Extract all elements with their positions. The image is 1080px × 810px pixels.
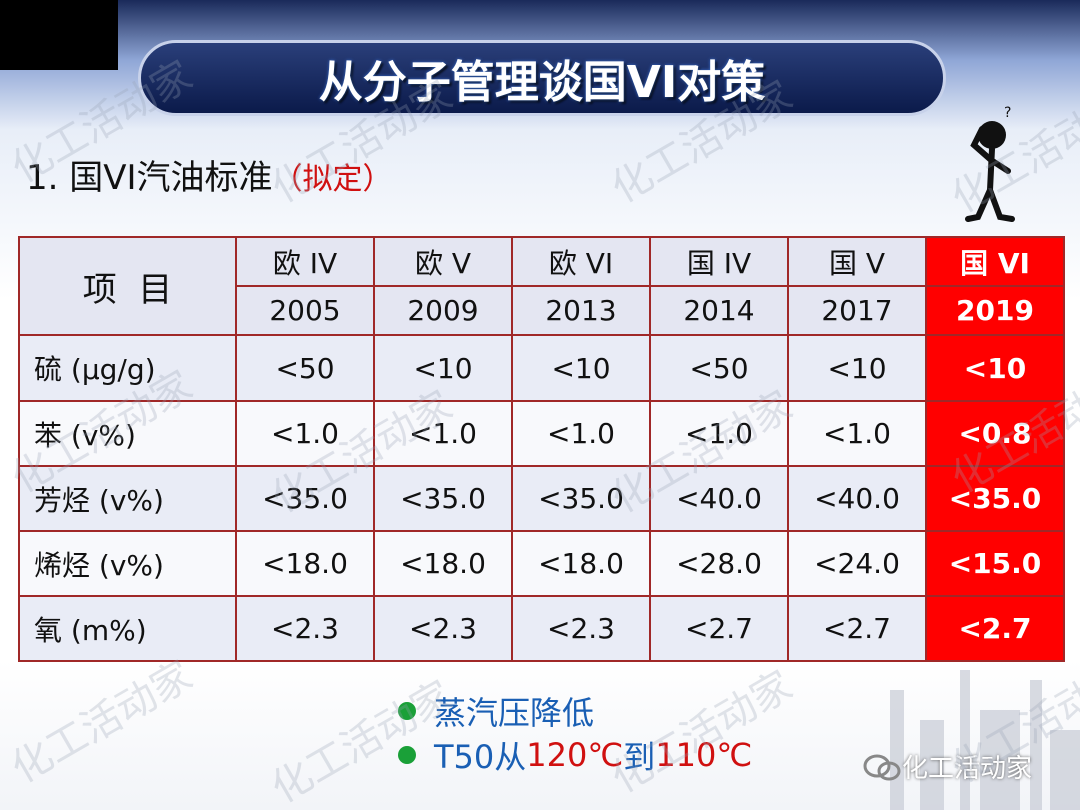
- subtitle-text: 1. 国VI汽油标准: [26, 158, 273, 198]
- bullet-dot: [398, 746, 416, 764]
- table-cell: <10: [511, 334, 651, 402]
- column-year: 2009: [373, 285, 513, 336]
- table-cell: <10: [373, 334, 513, 402]
- table-cell: <35.0: [235, 465, 375, 532]
- bullet-text: 蒸汽压降低: [434, 694, 595, 732]
- table-cell: <24.0: [787, 530, 927, 597]
- table-cell: <1.0: [373, 400, 513, 467]
- table-cell: <0.8: [925, 400, 1065, 467]
- table-cell: <10: [925, 334, 1065, 402]
- row-label: 苯 (v%): [18, 400, 237, 467]
- watermark: 化工活动家: [603, 662, 801, 803]
- bullet-text: 到: [623, 738, 656, 776]
- bullet: T50从 120℃ 到 110℃: [398, 732, 752, 778]
- row-label: 氧 (m%): [18, 595, 237, 662]
- table-cell: <35.0: [373, 465, 513, 532]
- logo-text: 化工活动家: [902, 754, 1033, 784]
- column-year: 2013: [511, 285, 651, 336]
- table-cell: <1.0: [649, 400, 789, 467]
- table-cell: <40.0: [787, 465, 927, 532]
- logo: 化工活动家: [862, 748, 1032, 785]
- bullet-text: T50从: [434, 738, 527, 776]
- column-year: 2014: [649, 285, 789, 336]
- row-label: 烯烃 (v%): [18, 530, 237, 597]
- bullet: 蒸汽压降低: [398, 688, 594, 734]
- table-cell: <18.0: [235, 530, 375, 597]
- table-cell: <18.0: [373, 530, 513, 597]
- table-cell: <2.7: [925, 595, 1065, 662]
- table-cell: <18.0: [511, 530, 651, 597]
- subtitle: 1. 国VI汽油标准（拟定）: [26, 150, 393, 199]
- table-cell: <2.7: [649, 595, 789, 662]
- column-year: 2017: [787, 285, 927, 336]
- column-name: 欧 IV: [235, 236, 375, 287]
- svg-text:?: ?: [1004, 105, 1011, 121]
- table-cell: <1.0: [511, 400, 651, 467]
- table-cell: <2.3: [511, 595, 651, 662]
- thinking-figure: ?: [965, 105, 1015, 222]
- table-cell: <15.0: [925, 530, 1065, 597]
- column-year: 2005: [235, 285, 375, 336]
- table-cell: <2.3: [235, 595, 375, 662]
- table-cell: <50: [235, 334, 375, 402]
- row-label: 硫 (μg/g): [18, 334, 237, 402]
- table-cell: <40.0: [649, 465, 789, 532]
- column-year: 2019: [925, 285, 1065, 336]
- table-cell: <2.7: [787, 595, 927, 662]
- column-name: 欧 VI: [511, 236, 651, 287]
- table-cell: <50: [649, 334, 789, 402]
- row-label: 芳烃 (v%): [18, 465, 237, 532]
- watermark: 化工活动家: [3, 652, 201, 793]
- corner-block: [0, 0, 118, 70]
- bullet-text: 110℃: [655, 736, 753, 774]
- refinery-image: [890, 670, 1080, 810]
- column-name: 国 V: [787, 236, 927, 287]
- column-name: 国 VI: [925, 236, 1065, 287]
- table-cell: <35.0: [511, 465, 651, 532]
- table-cell: <10: [787, 334, 927, 402]
- table-cell: <1.0: [235, 400, 375, 467]
- title: 从分子管理谈国VI对策: [318, 57, 766, 108]
- table-cell: <35.0: [925, 465, 1065, 532]
- logo-icon: [863, 754, 901, 780]
- column-name: 国 IV: [649, 236, 789, 287]
- table-cell: <1.0: [787, 400, 927, 467]
- table-cell: <2.3: [373, 595, 513, 662]
- title-bar: 从分子管理谈国VI对策: [138, 40, 946, 116]
- column-name: 欧 V: [373, 236, 513, 287]
- bullet-dot: [398, 702, 416, 720]
- bullet-text: 120℃: [526, 736, 624, 774]
- corner-cell: 项 目: [18, 236, 237, 336]
- table-cell: <28.0: [649, 530, 789, 597]
- subtitle-note: （拟定）: [272, 162, 393, 197]
